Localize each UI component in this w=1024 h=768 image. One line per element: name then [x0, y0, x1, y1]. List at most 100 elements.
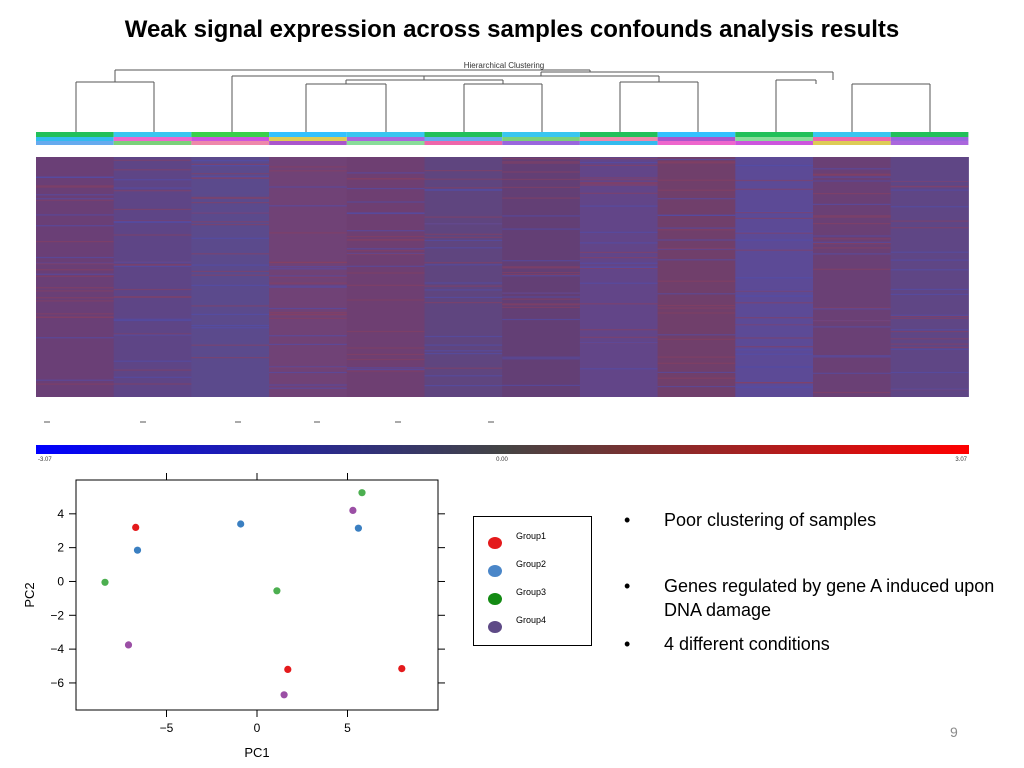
sample-label-bar	[502, 137, 580, 141]
heatmap-row	[191, 196, 270, 198]
heatmap-row	[113, 319, 192, 322]
heatmap-row	[813, 193, 891, 195]
bullet-dot: •	[624, 576, 631, 596]
heatmap-row	[735, 337, 813, 339]
sample-color-bars	[36, 132, 969, 145]
bullet-item: • 4 different conditions	[622, 632, 1012, 656]
color-scale-bar	[36, 445, 969, 454]
heatmap-row	[813, 355, 891, 357]
sample-label-bar	[269, 141, 347, 145]
heatmap-row	[579, 303, 658, 305]
heatmap-row	[657, 338, 736, 340]
heatmap-row	[657, 189, 736, 191]
heatmap-row	[346, 212, 425, 214]
heatmap-row	[579, 257, 658, 259]
heatmap-row	[735, 249, 813, 251]
heatmap-row	[346, 370, 425, 372]
heatmap-row	[424, 367, 503, 369]
heatmap-row	[346, 265, 425, 267]
data-point-group3	[101, 578, 109, 586]
heatmap-row	[424, 170, 503, 172]
heatmap-row	[424, 296, 503, 298]
sample-label-bar	[269, 137, 347, 141]
heatmap-row	[424, 262, 503, 264]
legend-item-group3: Group3	[488, 587, 588, 607]
sample-label-bar	[735, 141, 813, 145]
heatmap-row	[346, 358, 425, 361]
heatmap-row	[579, 192, 658, 194]
heatmap-row	[813, 215, 891, 217]
heatmap-row	[813, 176, 891, 178]
bullet-item: • Genes regulated by gene A induced upon…	[622, 574, 1012, 622]
heatmap-row	[579, 267, 658, 269]
heatmap-row	[269, 275, 347, 277]
heatmap-row	[890, 227, 969, 229]
heatmap-row	[813, 243, 891, 245]
heatmap-row	[735, 382, 813, 384]
data-point-group1	[132, 523, 140, 531]
heatmap-row	[735, 366, 813, 368]
heatmap-row	[36, 186, 114, 188]
heatmap-column	[36, 157, 115, 397]
heatmap-row	[113, 360, 192, 362]
heatmap-row	[890, 269, 969, 271]
heatmap-row	[191, 284, 270, 286]
heatmap-row	[813, 268, 891, 270]
heatmap-row	[657, 307, 736, 309]
heatmap-row	[113, 264, 192, 266]
plot-points	[101, 489, 406, 699]
heatmap-row	[346, 367, 425, 369]
page-number: 9	[950, 724, 958, 740]
sample-group-bar	[502, 132, 580, 137]
heatmap-row	[502, 197, 580, 199]
heatmap-row	[890, 315, 969, 318]
heatmap-row	[657, 214, 736, 216]
heatmap-row	[579, 205, 658, 207]
heatmap-row	[191, 165, 270, 167]
heatmap-row	[657, 280, 736, 282]
heatmap-row	[657, 239, 736, 241]
sample-group-bar	[36, 132, 114, 137]
sample-label-bar	[735, 137, 813, 141]
heatmap-row	[269, 282, 347, 284]
heatmap-row	[113, 169, 192, 171]
bullet-text: Poor clustering of samples	[664, 510, 877, 530]
heatmap-row	[424, 375, 503, 377]
heatmap-row	[579, 329, 658, 331]
heatmap-row	[813, 203, 891, 205]
heatmap-row	[502, 274, 580, 276]
heatmap-row	[36, 225, 114, 227]
heatmap-row	[813, 223, 891, 225]
heatmap-row	[657, 179, 736, 181]
heatmap-row	[424, 350, 503, 352]
heatmap-row	[657, 158, 736, 161]
data-point-group4	[280, 691, 288, 699]
heatmap-row	[424, 247, 503, 249]
heatmap-row	[579, 177, 658, 179]
heatmap-row	[890, 330, 969, 333]
heatmap-row	[502, 178, 580, 180]
heatmap-row	[113, 208, 192, 210]
x-tick-label: 0	[254, 721, 261, 735]
heatmap-row	[191, 177, 270, 179]
heatmap-row	[424, 239, 503, 241]
heatmap-row	[813, 173, 891, 175]
heatmap-row	[269, 366, 347, 368]
heatmap-row	[502, 266, 580, 268]
y-tick-label: −6	[50, 676, 64, 690]
heatmap-row	[890, 288, 969, 290]
heatmap-figure: Hierarchical Clustering -3.07 0.00 3.07	[36, 61, 969, 463]
heatmap-row	[579, 368, 658, 370]
heatmap-row	[424, 353, 503, 355]
heatmap-row	[657, 259, 736, 261]
heatmap-row	[657, 161, 736, 163]
heatmap-row	[346, 347, 425, 349]
heatmap-row	[502, 162, 580, 164]
heatmap-row	[113, 318, 192, 320]
heatmap-row	[735, 349, 813, 351]
heatmap-row	[579, 183, 658, 185]
heatmap-row	[113, 334, 192, 336]
sample-label-bar	[346, 137, 425, 141]
y-tick-label: −4	[50, 642, 64, 656]
heatmap-row	[113, 220, 192, 223]
